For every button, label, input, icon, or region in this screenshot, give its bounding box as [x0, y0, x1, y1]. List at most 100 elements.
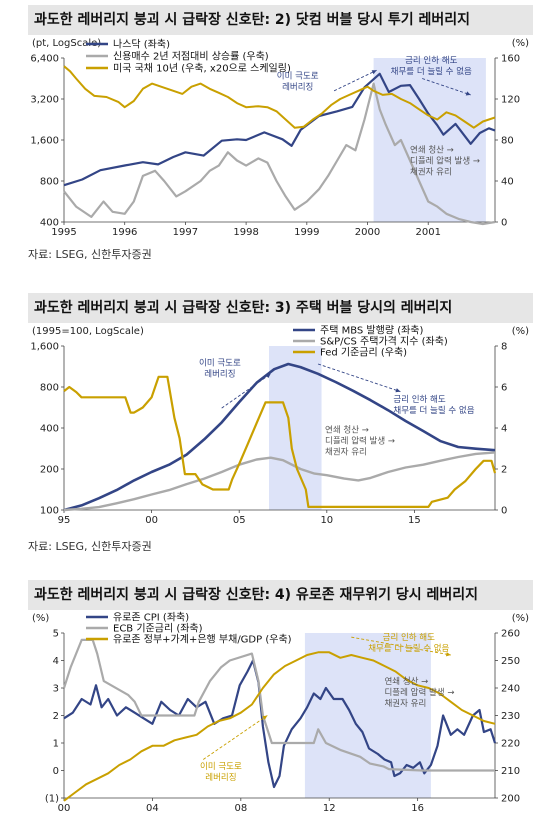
series-line-0	[63, 659, 497, 789]
legend-label-1: ECB 기준금리 (좌축)	[113, 623, 203, 635]
x-tick-label: 10	[320, 515, 333, 526]
annotation-line: 금리 인하 해도	[383, 632, 436, 643]
y-left-tick-label: 400	[40, 218, 59, 229]
chart-2-plot: 100 200 400 800 1,600 0 2 4 6 8 95 00 05 10 15 (1995=10…	[30, 325, 529, 527]
annotation-text-0: 이미 극도로 레버리징	[200, 761, 242, 783]
legend-label-1: S&P/CS 주택가격 지수 (좌축)	[320, 335, 448, 348]
y-left-tick-label: 3,200	[30, 95, 59, 106]
x-tick-label: 95	[58, 515, 71, 526]
y-left-tick-label: 0	[53, 766, 59, 777]
series-line-1	[63, 82, 496, 226]
annotation-line: 채무를 더 늘릴 수 없음	[393, 405, 474, 416]
x-tick-label: 2001	[415, 227, 440, 236]
annotation-text-2: 연쇄 청산 → 디플레 압력 발생 → 채권자 유리	[325, 425, 395, 458]
legend-label-0: 유로존 CPI (좌축)	[113, 612, 189, 624]
y-right-tick-label: 40	[501, 177, 514, 188]
legend-label-0: 나스닥 (좌축)	[113, 39, 170, 51]
chart-1-plot: 400 800 1,600 3,200 6,400 0 40 80 120 160 1995 1996…	[30, 38, 529, 236]
annotation-line: 채권자 유리	[384, 698, 426, 709]
legend-label-2: Fed 기준금리 (우축)	[320, 347, 407, 359]
x-tick-label: 04	[146, 803, 159, 814]
chart-source-1: 자료: LSEG, 신한투자증권	[28, 248, 152, 261]
annotation-text-1: 금리 인하 해도 채무를 더 늘릴 수 없음	[393, 394, 474, 416]
left-axis-unit: (1995=100, LogScale)	[32, 326, 144, 337]
annotation-line: 레버리징	[204, 369, 235, 380]
legend-label-2: 유로존 정부+가계+은행 부채/GDP (우축)	[113, 634, 292, 646]
y-right-tick-label: 0	[501, 218, 507, 229]
y-left-tick-label: 1,600	[30, 342, 59, 353]
annotation-line: 이미 극도로	[199, 358, 241, 369]
legend-label-2: 미국 국채 10년 (우축, x20으로 스케일링)	[113, 63, 291, 75]
shaded-period-0	[268, 346, 322, 510]
x-tick-label: 00	[58, 803, 71, 814]
x-tick-label: 00	[145, 515, 158, 526]
series-line-0	[63, 362, 496, 512]
series-line-1	[63, 451, 496, 512]
y-left-tick-label: 6,400	[30, 54, 59, 65]
annotation-arrow-0	[202, 715, 268, 760]
chart-title-3: 과도한 레버리지 붕괴 시 급락장 신호탄: 4) 유로존 재무위기 당시 레버…	[28, 580, 533, 610]
right-axis-unit: (%)	[512, 613, 529, 624]
x-tick-label: 2000	[355, 227, 380, 236]
y-right-tick-label: 6	[501, 383, 507, 394]
annotation-arrowhead-0	[265, 373, 271, 379]
annotation-text-0: 이미 극도로 레버리징	[277, 71, 319, 93]
y-right-tick-label: 0	[501, 506, 507, 517]
y-right-tick-label: 160	[501, 54, 520, 65]
y-right-tick-label: 220	[501, 739, 520, 750]
y-left-tick-label: 800	[40, 177, 59, 188]
annotation-line: 디플레 압력 발생 →	[325, 436, 395, 447]
y-left-tick-label: 800	[40, 383, 59, 394]
legend-label-0: 주택 MBS 발행량 (좌축)	[320, 325, 423, 337]
y-right-tick-label: 80	[501, 136, 514, 147]
x-tick-label: 12	[323, 803, 336, 814]
annotation-arrowhead-0	[371, 70, 377, 75]
y-left-tick-label: (1)	[45, 794, 59, 805]
annotation-line: 디플레 압력 발생 →	[410, 155, 480, 166]
annotation-line: 이미 극도로	[200, 761, 242, 772]
y-left-tick-label: 400	[40, 424, 59, 435]
x-tick-label: 16	[411, 803, 424, 814]
y-right-tick-label: 230	[501, 711, 520, 722]
x-tick-label: 1997	[173, 227, 198, 236]
x-tick-label: 1995	[51, 227, 76, 236]
annotation-line: 레버리징	[282, 82, 313, 93]
x-tick-label: 1999	[294, 227, 319, 236]
annotation-line: 연쇄 청산 →	[410, 144, 454, 155]
series-line-1	[62, 638, 495, 772]
annotation-line: 연쇄 청산 →	[384, 676, 428, 687]
annotation-arrow-1	[351, 636, 451, 656]
y-right-tick-label: 260	[501, 629, 520, 640]
annotation-arrow-1	[422, 78, 471, 96]
annotation-arrow-1	[317, 363, 401, 393]
annotation-text-1: 금리 인하 해도 채무를 더 늘릴 수 없음	[368, 632, 449, 654]
right-axis-unit: (%)	[512, 326, 529, 337]
y-right-tick-label: 250	[501, 656, 520, 667]
chart-title-2: 과도한 레버리지 붕괴 시 급락장 신호탄: 3) 주택 버블 당시의 레버리지	[28, 293, 533, 323]
annotation-arrowhead-0	[262, 715, 268, 720]
x-tick-label: 1998	[233, 227, 258, 236]
annotation-text-2: 연쇄 청산 → 디플레 압력 발생 → 채권자 유리	[384, 676, 454, 709]
annotation-line: 금리 인하 해도	[393, 394, 446, 405]
annotation-line: 채무를 더 늘릴 수 없음	[368, 643, 449, 654]
annotation-line: 채권자 유리	[325, 447, 367, 458]
y-right-tick-label: 200	[501, 794, 520, 805]
annotation-text-0: 이미 극도로 레버리징	[199, 358, 241, 380]
annotation-arrowhead-1	[465, 91, 471, 96]
left-axis-unit: (pt, LogScale)	[32, 38, 101, 49]
y-right-tick-label: 8	[501, 342, 507, 353]
annotation-arrowhead-1	[445, 652, 451, 657]
y-right-tick-label: 2	[501, 465, 507, 476]
y-left-tick-label: 1,600	[30, 136, 59, 147]
annotation-arrow-0	[333, 69, 377, 92]
annotation-line: 이미 극도로	[277, 71, 319, 82]
x-tick-label: 05	[233, 515, 246, 526]
annotation-arrowhead-1	[395, 388, 401, 393]
right-axis-unit: (%)	[512, 38, 529, 49]
y-right-tick-label: 120	[501, 95, 520, 106]
x-tick-label: 1996	[112, 227, 137, 236]
annotation-line: 연쇄 청산 →	[325, 425, 369, 436]
annotation-line: 채무를 더 늘릴 수 없음	[391, 66, 472, 77]
y-left-tick-label: 1	[53, 739, 59, 750]
